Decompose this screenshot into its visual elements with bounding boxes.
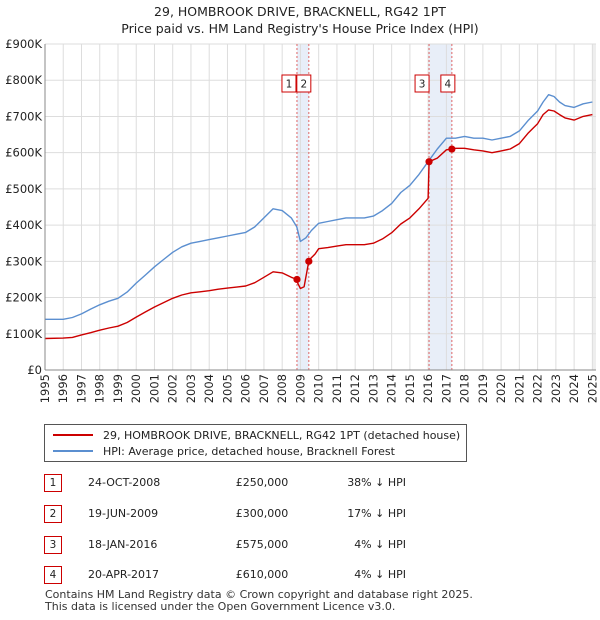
sale-label-box: [440, 74, 456, 93]
x-tick-label: 2023: [549, 374, 563, 403]
sale-date: 18-JAN-2016: [88, 538, 158, 551]
y-tick-label: £300K: [5, 254, 42, 268]
x-tick-label: 2003: [184, 374, 198, 403]
x-tick-label: 2015: [403, 374, 417, 403]
x-tick-label: 2017: [439, 374, 453, 403]
x-tick-label: 2016: [421, 374, 435, 403]
sale-number-badge: 4: [44, 566, 62, 584]
sale-label-number: 1: [286, 79, 293, 91]
x-tick-label: 2008: [275, 374, 289, 403]
sale-hpi-diff: 4% ↓ HPI: [354, 568, 406, 581]
x-tick-label: 2013: [366, 374, 380, 403]
x-tick-label: 2010: [312, 374, 326, 403]
x-tick-label: 2021: [512, 374, 526, 403]
sale-label-number: 2: [300, 79, 307, 91]
chart-subtitle: Price paid vs. HM Land Registry's House …: [121, 21, 479, 36]
sale-point: [293, 275, 301, 284]
sale-hpi-diff: 17% ↓ HPI: [347, 507, 406, 520]
x-tick-label: 2001: [147, 374, 161, 403]
legend: 29, HOMBROOK DRIVE, BRACKNELL, RG42 1PT …: [44, 424, 467, 462]
footer-line-copyright: Contains HM Land Registry data © Crown c…: [45, 588, 473, 601]
sale-number-badge: 1: [44, 474, 62, 492]
footer-line-licence: This data is licensed under the Open Gov…: [45, 600, 396, 613]
sale-price: £610,000: [235, 568, 289, 581]
sale-hpi-diff: 38% ↓ HPI: [347, 476, 406, 489]
x-tick-label: 1996: [56, 374, 70, 403]
x-tick-label: 2006: [239, 374, 253, 403]
sale-label-number: 3: [419, 79, 426, 91]
x-tick-label: 1998: [93, 374, 107, 403]
sale-point: [305, 257, 313, 265]
legend-item-hpi: HPI: Average price, detached house, Brac…: [53, 443, 395, 459]
legend-label-hpi: HPI: Average price, detached house, Brac…: [103, 444, 395, 458]
sale-point: [448, 145, 456, 153]
x-tick-label: 1999: [111, 374, 125, 403]
sale-label-box: [281, 74, 297, 93]
x-tick-label: 2018: [458, 374, 472, 403]
hpi-series-line: [45, 93, 593, 320]
sale-date: 24-OCT-2008: [88, 476, 161, 489]
sale-period-band: [296, 44, 309, 370]
x-tick-label: 1995: [38, 374, 52, 403]
sale-row: 2 19-JUN-2009 £300,000 17% ↓ HPI: [44, 505, 464, 523]
x-tick-label: 2022: [531, 374, 545, 403]
x-tick-label: 2011: [330, 374, 344, 403]
sale-hpi-diff: 4% ↓ HPI: [354, 538, 406, 551]
x-tick-label: 2005: [220, 374, 234, 403]
sale-row: 3 18-JAN-2016 £575,000 4% ↓ HPI: [44, 536, 464, 554]
x-tick-label: 1997: [74, 374, 88, 403]
chart-title-address: 29, HOMBROOK DRIVE, BRACKNELL, RG42 1PT: [154, 4, 446, 19]
property-series-line: [44, 109, 593, 340]
sale-price: £300,000: [235, 507, 289, 520]
price-chart: 1 2 3 4 £0 £100K £200K £300K £400K £500K £600K £700…: [5, 37, 599, 403]
x-tick-label: 2012: [348, 374, 362, 403]
sale-label-box: [296, 74, 312, 93]
sale-date: 20-APR-2017: [88, 568, 160, 581]
forecast-region: [592, 44, 596, 370]
legend-label-property: 29, HOMBROOK DRIVE, BRACKNELL, RG42 1PT …: [103, 428, 461, 442]
x-tick-label: 2004: [202, 374, 216, 403]
x-tick-label: 2024: [567, 374, 581, 403]
sale-number-badge: 3: [44, 536, 62, 554]
y-tick-label: £800K: [5, 73, 42, 87]
sale-row: 4 20-APR-2017 £610,000 4% ↓ HPI: [44, 566, 464, 584]
x-tick-label: 2019: [476, 374, 490, 403]
y-tick-label: £200K: [5, 291, 42, 305]
sale-label-box: [414, 74, 430, 93]
y-tick-label: £700K: [5, 109, 42, 123]
sale-date: 19-JUN-2009: [88, 507, 159, 520]
y-tick-label: £0: [27, 363, 42, 377]
legend-swatch-hpi: [53, 450, 93, 452]
x-tick-label: 2000: [129, 374, 143, 403]
y-tick-label: £600K: [5, 146, 42, 160]
legend-swatch-property: [53, 434, 93, 436]
x-tick-label: 2020: [494, 374, 508, 403]
y-tick-label: £500K: [5, 182, 42, 196]
y-tick-label: £900K: [5, 37, 42, 51]
x-tick-label: 2007: [257, 374, 271, 403]
y-tick-label: £400K: [5, 218, 42, 232]
x-tick-label: 2009: [293, 374, 307, 403]
legend-item-property: 29, HOMBROOK DRIVE, BRACKNELL, RG42 1PT …: [53, 427, 460, 443]
sale-number-badge: 2: [44, 505, 62, 523]
footer-attribution: Contains HM Land Registry data © Crown c…: [45, 589, 473, 613]
sale-period-band: [429, 44, 452, 370]
x-tick-label: 2002: [166, 374, 180, 403]
sale-price: £575,000: [235, 538, 289, 551]
sale-label-number: 4: [445, 79, 452, 91]
sale-row: 1 24-OCT-2008 £250,000 38% ↓ HPI: [44, 474, 464, 492]
sale-point: [425, 158, 433, 166]
x-tick-label: 2025: [585, 374, 599, 403]
sale-price: £250,000: [235, 476, 289, 489]
y-tick-label: £100K: [5, 327, 42, 341]
x-tick-label: 2014: [385, 374, 399, 403]
